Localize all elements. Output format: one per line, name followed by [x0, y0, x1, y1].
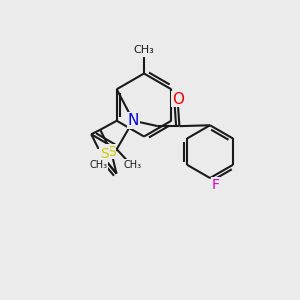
Text: N: N	[128, 113, 139, 128]
Text: S: S	[107, 145, 116, 159]
Text: CH₃: CH₃	[123, 160, 141, 170]
Text: S: S	[98, 149, 106, 163]
Text: O: O	[172, 92, 184, 106]
Text: CH₃: CH₃	[134, 45, 154, 55]
Text: S: S	[100, 147, 109, 161]
Text: CH₃: CH₃	[89, 160, 107, 170]
Text: F: F	[212, 178, 219, 192]
